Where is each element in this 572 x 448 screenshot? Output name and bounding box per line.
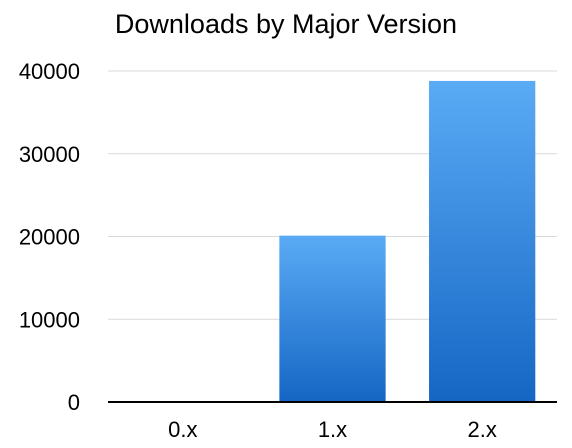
chart-title: Downloads by Major Version bbox=[114, 9, 458, 39]
y-tick-label: 0 bbox=[68, 390, 80, 415]
tick-labels: 0 10000 20000 30000 40000 0.x 1.x 2.x bbox=[19, 59, 497, 442]
y-tick-label: 20000 bbox=[19, 225, 80, 250]
x-tick-label: 0.x bbox=[168, 417, 197, 442]
x-tick-label: 2.x bbox=[467, 417, 496, 442]
x-tick-label: 1.x bbox=[318, 417, 347, 442]
bars bbox=[279, 80, 536, 403]
bar-1-x bbox=[279, 235, 386, 402]
y-tick-label: 10000 bbox=[19, 307, 80, 332]
y-tick-label: 40000 bbox=[19, 59, 80, 84]
y-tick-label: 30000 bbox=[19, 142, 80, 167]
bar-2-x bbox=[429, 80, 536, 403]
